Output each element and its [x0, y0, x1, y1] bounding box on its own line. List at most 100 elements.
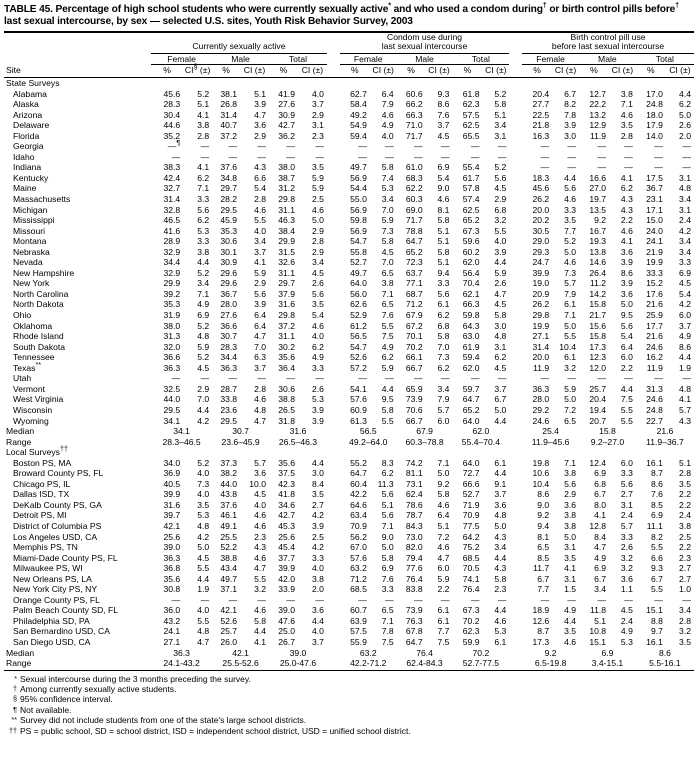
- median-value: 15.8: [599, 426, 616, 437]
- table-row: Utah — — — — — — — — — — — — — — — — — —: [4, 373, 694, 384]
- data-cell: 6.5: [381, 605, 394, 616]
- data-cell: 30.6: [278, 383, 295, 394]
- data-cell: 3.8: [620, 88, 633, 99]
- data-cell: 4.9: [564, 605, 577, 616]
- section-label-footnote-marker: ††: [59, 444, 68, 454]
- data-cell: 2.2: [679, 542, 691, 553]
- sex-header-male-pill: Male: [578, 53, 636, 65]
- data-cell: 31.8: [278, 415, 295, 426]
- data-cell: 6.2: [381, 352, 394, 363]
- site-name-cell: Texas**: [13, 359, 42, 373]
- data-cell: 6.1: [494, 457, 507, 468]
- data-cell: 2.6: [679, 120, 691, 131]
- data-cell: 9.3: [650, 563, 663, 574]
- data-cell: 6.2: [381, 468, 394, 479]
- section-header-spacer: [151, 447, 694, 458]
- data-cell: —: [540, 151, 550, 162]
- data-cell: 20.0: [532, 352, 550, 363]
- data-cell: —: [540, 141, 550, 152]
- data-cell: 4.6: [254, 510, 267, 521]
- data-cell: 31.4: [163, 194, 181, 205]
- data-cell: 3.0: [494, 320, 507, 331]
- gutter: [509, 458, 522, 469]
- data-cell: 3.4: [679, 236, 691, 247]
- data-cell: 6.2: [197, 172, 210, 183]
- site-name-cell: District of Columbia PS: [13, 520, 102, 531]
- data-cell: 6.7: [650, 573, 663, 584]
- data-cell: —: [497, 594, 507, 605]
- data-cell: 62.0: [462, 257, 480, 268]
- data-cell: 2.6: [312, 278, 324, 289]
- data-cell: —: [228, 594, 238, 605]
- data-cell: 35.6: [163, 573, 181, 584]
- table-row: San Diego USD, CA 27.1 4.7 26.0 4.1 26.7 3.7 55…: [4, 637, 694, 648]
- group-label-line2: before last sexual intercourse: [551, 41, 665, 52]
- range-value: 25.5-52.6: [222, 658, 259, 669]
- data-cell: 5.3: [381, 183, 394, 194]
- data-cell: 32.8: [163, 204, 181, 215]
- data-cell: 9.0: [537, 499, 550, 510]
- data-cell: 16.1: [646, 636, 663, 647]
- data-cell: 55.2: [350, 457, 367, 468]
- data-cell: 4.6: [564, 636, 577, 647]
- data-cell: 30.5: [532, 225, 550, 236]
- data-cell: 69.0: [405, 204, 423, 215]
- median-value: 9.2: [544, 647, 557, 658]
- data-cell: 5.9: [381, 215, 394, 226]
- data-cell: 16.1: [646, 457, 663, 468]
- title-text-2: and who used a condom during: [390, 4, 543, 15]
- data-cell: 3.7: [494, 383, 507, 394]
- data-cell: 3.7: [312, 99, 324, 110]
- gutter: [509, 257, 522, 268]
- range-value: 5.5-16.1: [649, 658, 681, 669]
- data-cell: —: [654, 151, 663, 162]
- site-name-cell: Wyoming: [13, 415, 49, 426]
- site-name-cell: Idaho: [13, 151, 35, 162]
- data-cell: 8.1: [537, 531, 550, 542]
- gutter: [509, 489, 522, 500]
- data-cell: 66.1: [405, 352, 423, 363]
- sex-header-total-condom: Total: [452, 53, 510, 65]
- data-cell: 65.2: [462, 215, 480, 226]
- data-cell: 28.0: [220, 299, 238, 310]
- data-cell: 37.6: [220, 162, 238, 173]
- gutter: [509, 479, 522, 490]
- data-cell: 73.1: [405, 478, 423, 489]
- data-cell: 7.1: [381, 615, 394, 626]
- data-cell: 81.1: [405, 468, 423, 479]
- median-label: Median: [6, 426, 35, 437]
- gutter: [327, 595, 340, 606]
- data-cell: 6.9: [679, 267, 691, 278]
- site-name-cell: Florida: [13, 130, 40, 141]
- data-cell: 5.1: [437, 520, 450, 531]
- data-cell: 16.6: [589, 172, 607, 183]
- table-row: Memphis PS, TN 39.0 5.0 52.2 4.3 45.4 4.2 67.0 5…: [4, 542, 694, 553]
- data-cell: 41.6: [163, 225, 181, 236]
- data-cell: 6.9: [650, 510, 663, 521]
- data-cell: 65.2: [405, 246, 423, 257]
- gutter: [327, 183, 340, 194]
- data-cell: 9.7: [650, 626, 663, 637]
- data-cell: 20.4: [589, 394, 607, 405]
- data-cell: 8.1: [437, 204, 450, 215]
- data-cell: 31.4: [532, 341, 550, 352]
- data-cell: 38.8: [278, 394, 295, 405]
- site-name-cell: San Bernardino USD, CA: [13, 626, 110, 637]
- data-cell: 17.0: [646, 88, 663, 99]
- data-cell: 13.2: [589, 109, 607, 120]
- data-cell: 5.9: [197, 341, 210, 352]
- range-value: 11.9–36.7: [646, 436, 684, 447]
- gutter: [327, 626, 340, 637]
- data-cell: 5.5: [650, 584, 663, 595]
- data-cell: 5.4: [254, 183, 267, 194]
- data-cell: —: [654, 141, 663, 152]
- data-cell: 19.9: [532, 320, 550, 331]
- data-cell: 8.2: [650, 531, 663, 542]
- data-cell: 3.3: [381, 584, 394, 595]
- data-cell: 17.9: [646, 120, 663, 131]
- data-cell: 7.7: [537, 584, 550, 595]
- data-cell: —: [358, 373, 367, 384]
- data-cell: 4.8: [197, 331, 210, 342]
- median-value: 6.9: [601, 647, 614, 658]
- median-value: 8.6: [658, 647, 671, 658]
